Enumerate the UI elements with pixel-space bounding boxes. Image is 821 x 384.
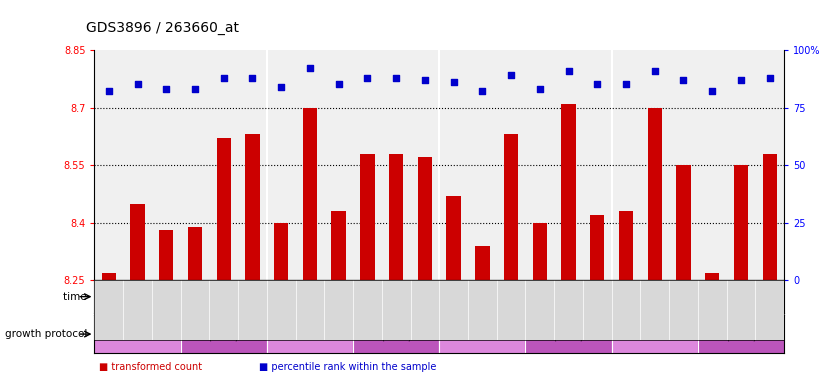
Point	[447, 79, 461, 85]
Point	[764, 74, 777, 81]
Point	[562, 68, 576, 74]
Text: 24 hour: 24 hour	[677, 291, 719, 302]
Point	[419, 77, 432, 83]
Text: ■ transformed count: ■ transformed count	[99, 362, 202, 372]
Bar	[159, 230, 173, 280]
Bar	[475, 246, 489, 280]
Bar	[181, 315, 267, 353]
Bar	[267, 315, 353, 353]
Point	[476, 88, 489, 94]
Point	[706, 88, 719, 94]
Bar	[94, 315, 181, 353]
Bar	[439, 280, 612, 313]
Bar	[533, 223, 547, 280]
Bar	[612, 315, 698, 353]
Bar	[504, 134, 518, 280]
Bar	[612, 280, 784, 313]
Point	[735, 77, 748, 83]
Bar	[734, 165, 748, 280]
Point	[649, 68, 662, 74]
Bar	[267, 280, 439, 313]
Bar	[439, 315, 525, 353]
Text: phosphate-free: phosphate-free	[283, 331, 337, 337]
Point	[390, 74, 403, 81]
Text: ■ percentile rank within the sample: ■ percentile rank within the sample	[259, 362, 436, 372]
Text: GDS3896 / 263660_at: GDS3896 / 263660_at	[86, 21, 239, 35]
Text: phosphate-replete
(control): phosphate-replete (control)	[537, 327, 600, 341]
Text: phosphate-replete
(control): phosphate-replete (control)	[709, 327, 773, 341]
Bar	[94, 280, 267, 313]
Text: phosphate-free: phosphate-free	[111, 331, 164, 337]
Bar	[217, 138, 231, 280]
Bar	[131, 204, 144, 280]
Point	[504, 72, 518, 78]
Text: 6 hour: 6 hour	[507, 291, 544, 302]
Bar	[353, 315, 439, 353]
Bar	[303, 108, 317, 280]
Bar	[389, 154, 403, 280]
Bar	[562, 104, 576, 280]
Text: 1 hour: 1 hour	[335, 291, 371, 302]
Text: phosphate-free: phosphate-free	[456, 331, 509, 337]
Bar	[360, 154, 374, 280]
Point	[304, 65, 317, 71]
Point	[218, 74, 231, 81]
Point	[361, 74, 374, 81]
Text: phosphate-replete
(control): phosphate-replete (control)	[365, 327, 428, 341]
Point	[591, 81, 604, 88]
Point	[333, 81, 346, 88]
Bar	[274, 223, 288, 280]
Text: time: time	[63, 291, 90, 302]
Bar	[188, 227, 202, 280]
Bar	[705, 273, 719, 280]
Bar	[525, 315, 612, 353]
Text: 0 hour: 0 hour	[163, 291, 199, 302]
Bar	[763, 154, 777, 280]
Point	[189, 86, 202, 92]
Point	[677, 77, 690, 83]
Bar	[418, 157, 432, 280]
Point	[103, 88, 116, 94]
Bar	[648, 108, 662, 280]
Point	[246, 74, 259, 81]
Bar	[677, 165, 690, 280]
Point	[160, 86, 173, 92]
Bar	[102, 273, 116, 280]
Text: growth protocol: growth protocol	[5, 329, 90, 339]
Bar	[698, 315, 784, 353]
Bar	[590, 215, 604, 280]
Bar	[619, 211, 633, 280]
Point	[274, 84, 288, 90]
Text: phosphate-free: phosphate-free	[628, 331, 681, 337]
Point	[131, 81, 144, 88]
Point	[620, 81, 633, 88]
Point	[534, 86, 547, 92]
Bar	[332, 211, 346, 280]
Bar	[447, 196, 461, 280]
Bar	[245, 134, 259, 280]
Text: phosphate-replete
(control): phosphate-replete (control)	[192, 327, 255, 341]
